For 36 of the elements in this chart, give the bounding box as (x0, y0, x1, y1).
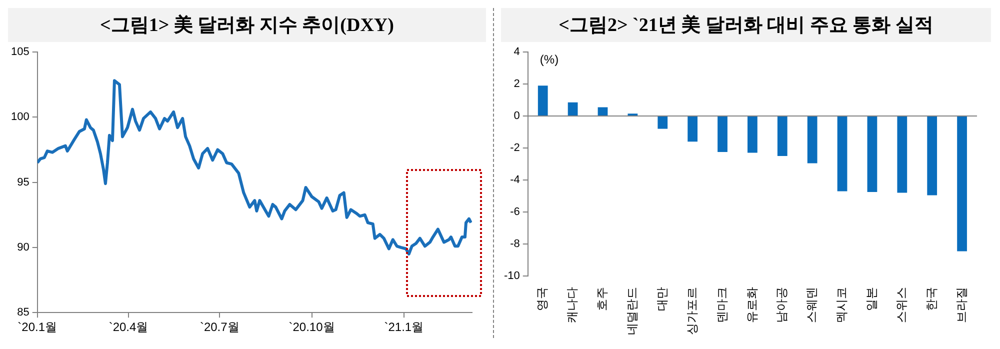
y-tick-label: 90 (17, 241, 30, 254)
y-tick-label: 0 (514, 110, 520, 122)
y-tick-label: 2 (514, 78, 520, 90)
x-tick-label: 일본 (864, 287, 879, 311)
x-tick-label: 덴마크 (714, 287, 729, 323)
chart-title: <그림2> `21년 美 달러화 대비 주요 통화 실적 (501, 8, 991, 42)
x-tick-label: 유로화 (744, 287, 759, 323)
x-tick-label: `20.4월 (108, 320, 148, 334)
x-tick-label: 영국 (535, 287, 550, 311)
y-tick-label: -4 (510, 174, 520, 186)
x-tick-label: 캐나다 (565, 287, 580, 323)
x-tick-label: 호주 (595, 287, 610, 311)
x-tick-label: 스위스 (894, 287, 908, 323)
y-tick-label: -10 (504, 270, 520, 282)
x-tick-label: 브라질 (954, 287, 968, 323)
x-tick-label: `21.1월 (384, 320, 424, 334)
y-tick-label: 100 (10, 111, 30, 124)
x-tick-label: 한국 (924, 287, 938, 311)
y-tick-label: -2 (510, 142, 520, 154)
x-tick-label: 멕시코 (834, 287, 849, 323)
y-tick-label: 85 (17, 306, 30, 319)
x-tick-label: 네덜란드 (625, 287, 639, 335)
x-tick-label: 대만 (654, 287, 669, 311)
y-tick-label: -8 (510, 238, 520, 250)
y-tick-label: 95 (17, 176, 30, 188)
y-tick-label: -6 (510, 206, 520, 218)
x-tick-label: `20.1월 (18, 320, 58, 334)
x-tick-label: `20.10월 (288, 320, 335, 334)
x-tick-label: 스웨덴 (804, 287, 819, 323)
y-tick-label: 105 (10, 46, 30, 58)
y-tick-label: 4 (514, 46, 520, 58)
x-tick-label: 싱가포르 (684, 287, 699, 335)
x-tick-label: 남아공 (774, 287, 789, 323)
chart-title: <그림1> 美 달러화 지수 추이(DXY) (8, 8, 486, 42)
x-tick-label: `20.7월 (200, 320, 240, 334)
y-axis-title: (%) (540, 52, 559, 66)
